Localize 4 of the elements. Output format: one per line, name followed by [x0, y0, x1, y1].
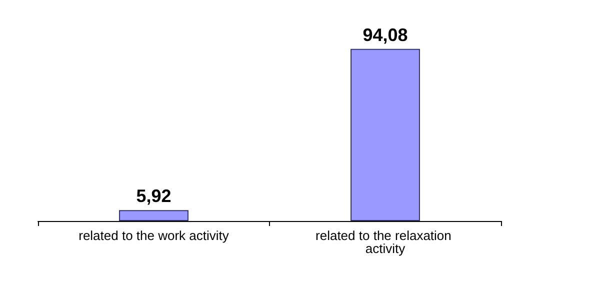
data-label: 5,92 [136, 186, 172, 206]
x-tick-label: related to the relaxation activity [316, 228, 455, 256]
data-label: 94,08 [362, 24, 408, 45]
x-tick-label: related to the work activity [78, 228, 230, 243]
